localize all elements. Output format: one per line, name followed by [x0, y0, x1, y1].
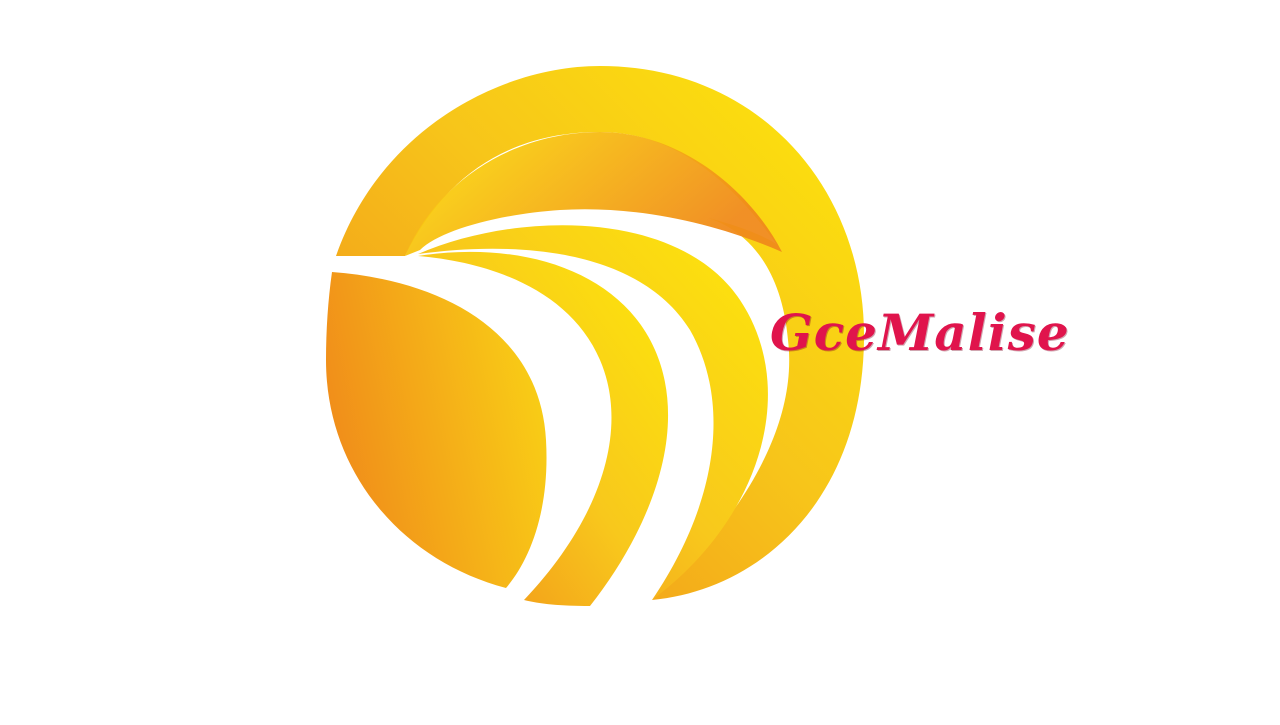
- brand-name: GceMalise: [770, 303, 1070, 362]
- logo-arch-swoosh: [405, 132, 782, 256]
- logo-feather-middle: [418, 251, 669, 606]
- logo-left-segment: [326, 272, 547, 588]
